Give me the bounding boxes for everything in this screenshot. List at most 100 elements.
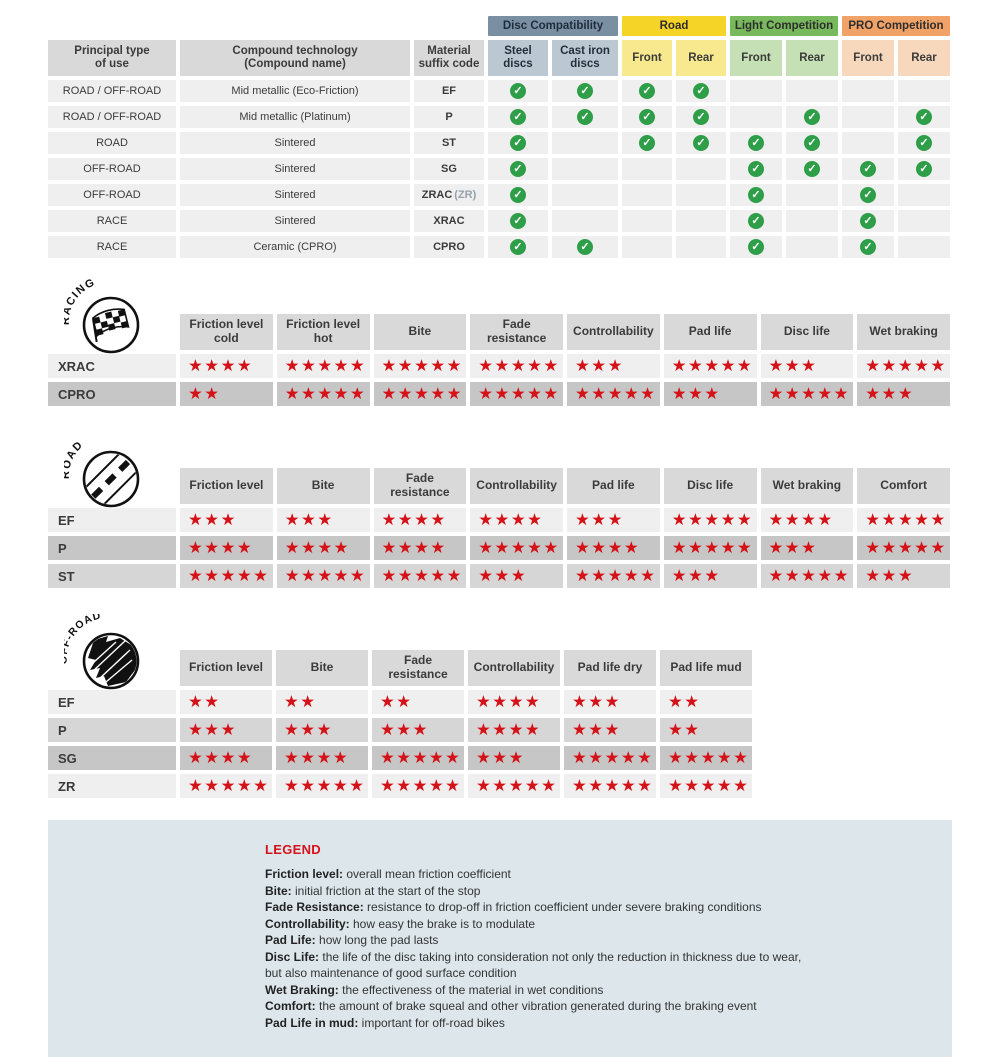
star-rating: ★★★★★ xyxy=(470,536,563,560)
tech-cell: Sintered xyxy=(180,184,410,206)
legend-term: Fade Resistance: xyxy=(265,900,368,914)
rating-column-header: Bite xyxy=(276,650,368,686)
star-rating: ★★★ xyxy=(468,746,560,770)
section-racing: Friction level cold Friction level hot Bit… xyxy=(48,314,950,406)
check-cell: ✓ xyxy=(730,210,782,232)
star-rating: ★★★★ xyxy=(373,508,467,532)
check-cell xyxy=(552,158,618,180)
racing-flag-icon: RACING xyxy=(60,276,148,358)
rating-column-header: Friction level cold xyxy=(180,314,273,350)
compound-row-label: ST xyxy=(48,564,176,588)
star-rating: ★★★★★ xyxy=(470,382,563,406)
tech-cell: Mid metallic (Eco-Friction) xyxy=(180,80,410,102)
check-cell: ✓ xyxy=(730,158,782,180)
sub-column-header: Cast iron discs xyxy=(552,40,618,76)
rating-column-header: Pad life mud xyxy=(660,650,752,686)
star-rating: ★★★★★ xyxy=(663,536,757,560)
rating-column-header: Wet braking xyxy=(857,314,950,350)
compound-row-label: P xyxy=(48,536,176,560)
rating-column-header: Disc life xyxy=(760,314,854,350)
band-header: Disc Compatibility xyxy=(488,16,618,36)
star-rating: ★★ xyxy=(660,718,752,742)
star-rating: ★★★★★ xyxy=(180,774,272,798)
sub-column-header: Front xyxy=(842,40,894,76)
check-cell: ✓ xyxy=(622,80,672,102)
check-cell: ✓ xyxy=(622,132,672,154)
star-rating: ★★★★★ xyxy=(373,382,467,406)
check-icon: ✓ xyxy=(510,135,526,151)
check-icon: ✓ xyxy=(916,109,932,125)
star-rating: ★★★★★ xyxy=(857,354,950,378)
star-rating: ★★ xyxy=(180,690,272,714)
use-cell: OFF-ROAD xyxy=(48,184,176,206)
check-icon: ✓ xyxy=(860,239,876,255)
compound-row-label: EF xyxy=(48,508,176,532)
star-rating: ★★ xyxy=(180,382,273,406)
check-icon: ✓ xyxy=(748,239,764,255)
legend-term: Disc Life: xyxy=(265,949,323,964)
star-rating: ★★★ xyxy=(276,718,368,742)
check-cell xyxy=(786,184,838,206)
rating-column-header: Pad life xyxy=(567,468,660,504)
check-icon: ✓ xyxy=(577,83,593,99)
check-icon: ✓ xyxy=(916,135,932,151)
star-rating: ★★★★★ xyxy=(276,382,370,406)
check-cell xyxy=(622,184,672,206)
legend-term: Pad Life in mud: xyxy=(265,1015,362,1030)
star-rating: ★★★★★ xyxy=(567,382,660,406)
star-rating: ★★★★★ xyxy=(373,564,467,588)
rating-column-header: Fade resistance xyxy=(373,468,467,504)
check-cell: ✓ xyxy=(786,106,838,128)
star-rating: ★★★★ xyxy=(468,718,560,742)
compound-row-label: P xyxy=(48,718,176,742)
check-cell xyxy=(898,80,950,102)
check-cell: ✓ xyxy=(488,106,548,128)
rating-column-header: Controllability xyxy=(470,468,563,504)
use-cell: RACE xyxy=(48,210,176,232)
star-rating: ★★★★★ xyxy=(857,508,950,532)
rating-column-header: Bite xyxy=(276,468,370,504)
tech-cell: Sintered xyxy=(180,158,410,180)
legend-item: Comfort: the amount of brake squeal and … xyxy=(265,999,757,1013)
check-cell xyxy=(730,80,782,102)
check-icon: ✓ xyxy=(510,83,526,99)
check-cell xyxy=(622,158,672,180)
star-rating: ★★★★★ xyxy=(564,746,656,770)
star-rating: ★★★★★ xyxy=(660,774,752,798)
check-cell xyxy=(842,106,894,128)
check-icon: ✓ xyxy=(510,161,526,177)
band-header: Light Competition xyxy=(730,16,838,36)
legend-term: Wet Braking: xyxy=(265,982,343,997)
star-rating: ★★★ xyxy=(180,508,273,532)
use-cell: OFF-ROAD xyxy=(48,158,176,180)
star-rating: ★★★★★ xyxy=(760,382,854,406)
star-rating: ★★★ xyxy=(564,718,656,742)
star-rating: ★★★★★ xyxy=(663,508,757,532)
legend-item: Pad Life: how long the pad lasts xyxy=(265,933,439,947)
star-rating: ★★★★ xyxy=(180,354,273,378)
star-rating: ★★★ xyxy=(663,382,757,406)
check-icon: ✓ xyxy=(748,213,764,229)
star-rating: ★★★★★ xyxy=(564,774,656,798)
legend-item: Disc Life: the life of the disc taking i… xyxy=(265,949,802,964)
check-cell xyxy=(898,236,950,258)
legend-items: Friction level: overall mean friction co… xyxy=(265,866,922,1031)
code-cell: CPRO xyxy=(414,236,484,258)
check-icon: ✓ xyxy=(639,109,655,125)
legend-item: Controllability: how easy the brake is t… xyxy=(265,916,536,931)
star-rating: ★★★★ xyxy=(468,690,560,714)
star-rating: ★★★★★ xyxy=(760,564,854,588)
check-cell: ✓ xyxy=(622,106,672,128)
sub-column-header: Steel discs xyxy=(488,40,548,76)
sub-column-header: Front xyxy=(730,40,782,76)
star-rating: ★★★★★ xyxy=(567,564,660,588)
compound-row-label: ZR xyxy=(48,774,176,798)
star-rating: ★★★ xyxy=(180,718,272,742)
check-icon: ✓ xyxy=(577,239,593,255)
check-icon: ✓ xyxy=(748,135,764,151)
star-rating: ★★★ xyxy=(760,536,854,560)
check-cell: ✓ xyxy=(676,80,726,102)
check-icon: ✓ xyxy=(510,213,526,229)
star-rating: ★★★★ xyxy=(567,536,660,560)
legend-item: Bite: initial friction at the start of t… xyxy=(265,883,481,898)
